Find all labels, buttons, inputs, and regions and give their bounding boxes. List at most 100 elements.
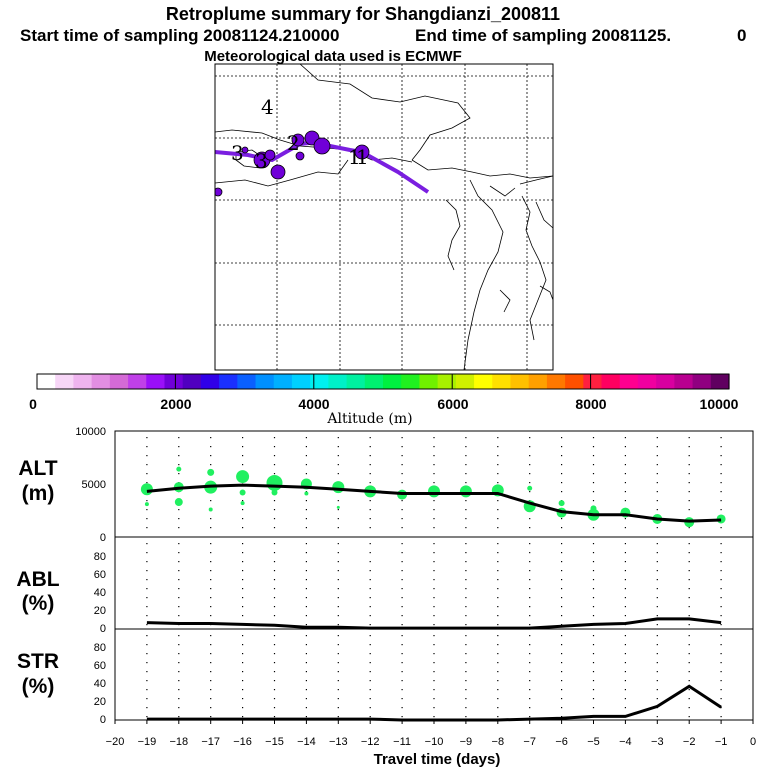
grid-dot bbox=[688, 464, 690, 466]
grid-dot bbox=[433, 716, 435, 718]
grid-dot bbox=[592, 680, 595, 682]
grid-dot bbox=[146, 464, 148, 466]
grid-dot bbox=[497, 509, 499, 511]
map-frame bbox=[214, 63, 554, 371]
grid-dot bbox=[592, 671, 595, 673]
grid-dot bbox=[656, 662, 658, 664]
grid-dot bbox=[656, 543, 658, 545]
grid-dot bbox=[656, 500, 658, 502]
grid-dot bbox=[369, 698, 371, 700]
grid-dot bbox=[305, 464, 307, 466]
grid-dot bbox=[401, 624, 403, 626]
grid-dot bbox=[369, 518, 371, 520]
grid-dot bbox=[624, 464, 626, 466]
grid-dot bbox=[305, 509, 307, 511]
grid-dot bbox=[561, 527, 563, 529]
grid-dot bbox=[465, 624, 467, 626]
grid-dot bbox=[720, 437, 722, 439]
grid-dot bbox=[465, 552, 467, 554]
grid-dot bbox=[497, 552, 499, 554]
grid-dot bbox=[210, 689, 212, 691]
grid-dot bbox=[369, 579, 371, 581]
grid-dot bbox=[624, 671, 626, 673]
grid-dot bbox=[210, 698, 212, 700]
grid-dot bbox=[433, 624, 435, 626]
abl-y-tick: 20 bbox=[94, 605, 106, 617]
grid-dot bbox=[624, 491, 626, 493]
grid-dot bbox=[273, 689, 276, 691]
grid-dot bbox=[656, 473, 658, 475]
end-time-suffix: 0 bbox=[737, 26, 746, 45]
grid-dot bbox=[465, 561, 467, 563]
grid-dot bbox=[720, 570, 722, 572]
grid-dot bbox=[210, 635, 212, 637]
grid-dot bbox=[178, 527, 180, 529]
colorbar-tick: 10000 bbox=[700, 396, 739, 412]
grid-dot bbox=[529, 635, 531, 637]
grid-dot bbox=[210, 653, 212, 655]
grid-dot bbox=[146, 597, 148, 599]
grid-dot bbox=[433, 527, 435, 529]
grid-dot bbox=[369, 680, 371, 682]
grid-dot bbox=[688, 671, 690, 673]
grid-dot bbox=[561, 570, 563, 572]
day-label: 3 bbox=[255, 149, 268, 173]
colorbar-swatch bbox=[437, 374, 457, 389]
grid-dot bbox=[529, 437, 531, 439]
grid-dot bbox=[305, 500, 307, 502]
colorbar-swatch bbox=[637, 374, 657, 389]
grid-dot bbox=[561, 518, 563, 520]
day-label: 1 bbox=[356, 145, 369, 169]
alt-y-tick: 10000 bbox=[75, 426, 106, 438]
grid-dot bbox=[529, 473, 531, 475]
grid-dot bbox=[273, 446, 276, 448]
x-tick-label: −13 bbox=[329, 736, 348, 748]
grid-dot bbox=[720, 680, 722, 682]
grid-dot bbox=[465, 635, 467, 637]
grid-dot bbox=[273, 588, 276, 590]
grid-dot bbox=[688, 624, 690, 626]
grid-dot bbox=[210, 527, 212, 529]
grid-dot bbox=[497, 473, 499, 475]
grid-dot bbox=[624, 561, 626, 563]
grid-dot bbox=[497, 680, 499, 682]
x-tick-label: −11 bbox=[393, 736, 411, 748]
grid-dot bbox=[242, 527, 244, 529]
end-time-label: End time of sampling 20081125. bbox=[415, 26, 671, 45]
grid-dot bbox=[210, 707, 212, 709]
colorbar-swatch bbox=[109, 374, 129, 389]
grid-dot bbox=[688, 680, 690, 682]
alt-mean-line bbox=[146, 483, 722, 523]
grid-dot bbox=[433, 597, 435, 599]
grid-dot bbox=[433, 698, 435, 700]
grid-dot bbox=[529, 464, 531, 466]
grid-dot bbox=[305, 588, 307, 590]
grid-dot bbox=[720, 689, 722, 691]
grid-dot bbox=[401, 473, 403, 475]
grid-dot bbox=[624, 570, 626, 572]
grid-dot bbox=[146, 671, 148, 673]
grid-dot bbox=[178, 543, 180, 545]
grid-dot bbox=[178, 615, 180, 617]
abl-line bbox=[146, 617, 722, 630]
abl-y-tick: 80 bbox=[94, 551, 106, 563]
grid-dot bbox=[529, 579, 531, 581]
grid-dot bbox=[720, 543, 722, 545]
grid-dot bbox=[656, 527, 658, 529]
grid-dot bbox=[656, 482, 658, 484]
grid-dot bbox=[465, 588, 467, 590]
colorbar-swatch bbox=[383, 374, 402, 389]
grid-dot bbox=[465, 518, 467, 520]
grid-dot bbox=[210, 716, 212, 718]
grid-dot bbox=[401, 597, 403, 599]
colorbar-swatch bbox=[255, 374, 275, 389]
grid-dot bbox=[592, 552, 595, 554]
grid-dot bbox=[561, 561, 563, 563]
grid-dot bbox=[561, 579, 563, 581]
colorbar-swatch bbox=[474, 374, 493, 389]
abl-panel: ABL (%) 80 60 40 20 0 bbox=[16, 536, 754, 635]
grid-dot bbox=[305, 653, 307, 655]
colorbar-swatch bbox=[55, 374, 75, 389]
grid-dot bbox=[624, 615, 626, 617]
colorbar-swatch bbox=[692, 374, 712, 389]
